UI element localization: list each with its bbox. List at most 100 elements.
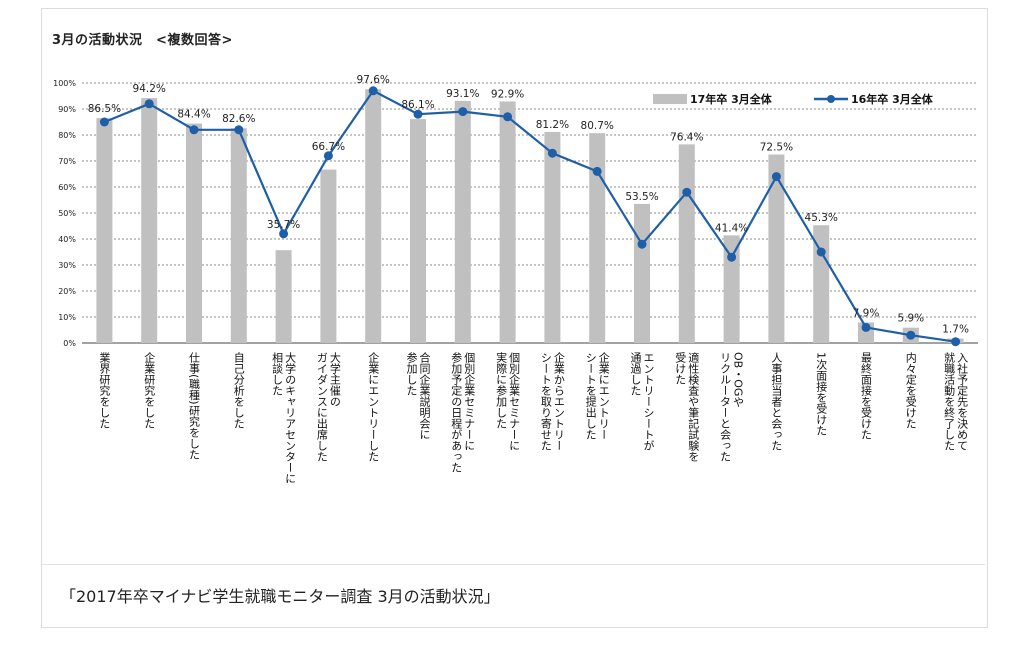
y-axis-ticks: 0% 10% 20% 30% 40% 50% 60% 70% 80% 90% 100% — [53, 79, 76, 348]
data-labels: 86.5% 94.2% 84.4% 82.6% 35.7% 66.7% 97.6% 86.1%… — [88, 74, 969, 335]
bar — [365, 89, 382, 344]
line-point — [816, 247, 826, 257]
data-label: 94.2% — [133, 83, 166, 95]
bar — [454, 100, 471, 343]
category-label: 合同企業説明会に — [418, 351, 431, 440]
category-label: シートを提出した — [584, 352, 597, 440]
bar — [499, 101, 516, 344]
category-label: 企業にエントリーした — [367, 351, 380, 462]
legend-bar-swatch — [653, 94, 687, 104]
y-tick-label: 0% — [63, 339, 76, 348]
data-label: 92.9% — [491, 88, 524, 100]
category-label: 大学のキャリアセンターに — [284, 351, 297, 484]
category-label: リクルーターと会った — [719, 352, 732, 462]
y-tick-label: 60% — [58, 183, 76, 192]
line-point — [368, 86, 378, 96]
bar — [410, 119, 426, 343]
category-label: 企業研究をした — [143, 351, 156, 429]
category-label: 受けた — [674, 352, 687, 385]
category-label: 自己分析をした — [232, 352, 245, 429]
line-point — [189, 125, 199, 135]
category-label: 適性検査や筆記試験を — [687, 351, 700, 462]
legend-line-marker — [827, 95, 835, 103]
category-label: 内々定を受けた — [904, 351, 917, 429]
category-label: ガイダンスに出席した — [315, 352, 328, 462]
line-point — [906, 330, 916, 340]
y-tick-label: 100% — [53, 79, 76, 88]
data-label: 86.1% — [401, 99, 434, 111]
category-label: 企業からエントリー — [552, 351, 565, 451]
category-label: シートを取り寄せた — [539, 352, 552, 451]
line-point — [637, 239, 647, 249]
data-label: 5.9% — [897, 313, 924, 325]
line-point — [144, 99, 154, 109]
category-label: 参加した — [405, 351, 418, 396]
line-point — [861, 322, 871, 332]
category-label: エントリーシートが — [642, 352, 655, 451]
bar — [634, 203, 650, 343]
line-point — [727, 252, 737, 262]
data-label: 53.5% — [625, 191, 658, 203]
category-label: 企業にエントリー — [597, 351, 610, 440]
bar — [723, 235, 740, 343]
category-label: 大学主催の — [328, 351, 341, 407]
y-tick-label: 20% — [58, 287, 76, 296]
legend-line-label: 16年卒 3月全体 — [851, 92, 934, 106]
data-label: 1.7% — [942, 324, 969, 336]
category-label: 通過した — [629, 352, 642, 396]
legend: 17年卒 3月全体 16年卒 3月全体 — [653, 92, 934, 106]
data-label: 82.6% — [222, 113, 255, 125]
data-label: 84.4% — [177, 109, 210, 121]
data-label: 81.2% — [536, 119, 569, 131]
data-label: 66.7% — [312, 141, 345, 153]
y-tick-label: 40% — [58, 235, 76, 244]
figure-caption: 「2017年卒マイナビ学生就職モニター調査 3月の活動状況」 — [60, 587, 500, 606]
category-label: 個別企業セミナーに — [463, 352, 476, 451]
y-tick-label: 90% — [58, 105, 76, 114]
y-tick-label: 70% — [58, 157, 76, 166]
category-label: 実際に参加した — [495, 351, 508, 429]
data-label: 35.7% — [267, 219, 300, 231]
category-label: 個別企業セミナーに — [508, 352, 521, 451]
line-point — [323, 151, 333, 161]
data-label: 45.3% — [805, 212, 838, 224]
line-point — [547, 148, 557, 158]
category-label: 1次面接を受けた — [815, 352, 828, 436]
line-point — [771, 172, 781, 182]
line-point — [592, 166, 602, 176]
y-tick-label: 30% — [58, 261, 76, 270]
category-label: 入社予定先を決めて — [956, 352, 969, 451]
category-label: 人事担当者と会った — [770, 352, 783, 451]
category-label: 参加予定の日程があった — [450, 351, 463, 473]
y-tick-label: 50% — [58, 209, 76, 218]
bar — [186, 123, 202, 343]
data-label: 80.7% — [581, 120, 614, 132]
data-label: 41.4% — [715, 222, 748, 234]
category-label: 仕事(職種)研究をした — [188, 352, 201, 460]
line-point — [682, 187, 692, 197]
bar — [678, 144, 695, 343]
bar — [230, 128, 247, 343]
grid-lines — [82, 82, 978, 344]
line-point — [99, 117, 109, 127]
line-point — [503, 112, 513, 122]
line-series — [99, 86, 961, 347]
data-label: 86.5% — [88, 103, 121, 115]
bar — [544, 131, 561, 343]
data-label: 72.5% — [760, 142, 793, 154]
line-point — [458, 107, 468, 117]
data-label: 7.9% — [853, 307, 880, 319]
chart-title: 3月の活動状況 <複数回答> — [52, 33, 233, 48]
category-label: OB・OGや — [732, 352, 745, 407]
category-label: 最終面接を受けた — [860, 352, 873, 440]
line-point — [951, 337, 961, 347]
y-tick-label: 10% — [58, 313, 76, 322]
bar — [96, 118, 113, 343]
data-label: 97.6% — [357, 74, 390, 86]
category-label: 業界研究をした — [98, 352, 111, 429]
bar — [813, 225, 830, 343]
bar — [141, 98, 158, 343]
bar — [589, 133, 606, 343]
line-point — [234, 125, 244, 135]
